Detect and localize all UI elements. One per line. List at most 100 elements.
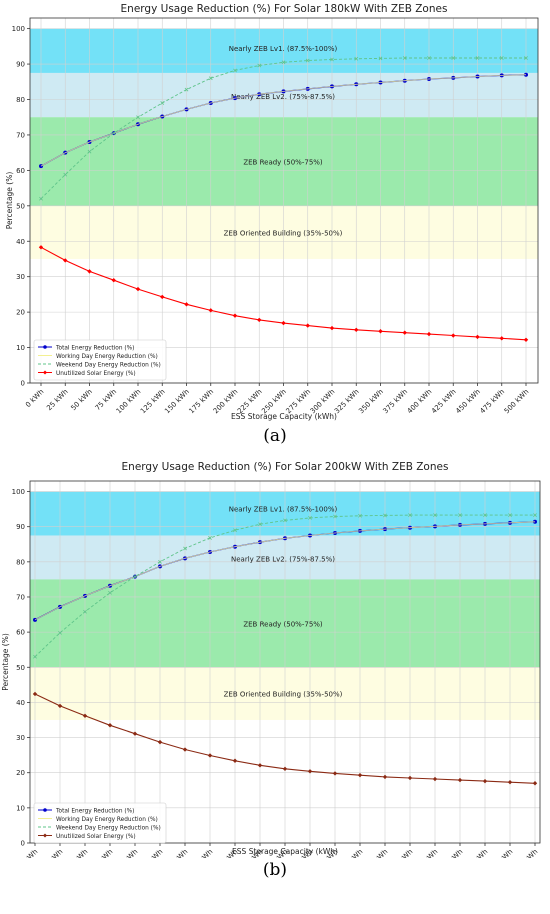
legend-marker	[43, 345, 47, 349]
data-point	[208, 308, 213, 313]
data-point	[63, 258, 68, 263]
data-point	[475, 56, 480, 60]
y-tick-label: 70	[16, 131, 25, 139]
data-point	[83, 609, 87, 614]
data-point	[132, 731, 138, 736]
y-tick-label: 40	[16, 699, 25, 707]
x-tick-label: 325 kWh	[337, 848, 365, 858]
y-tick-label: 0	[21, 840, 25, 848]
x-tick-label: 400 kWh	[412, 848, 440, 858]
y-tick-label: 100	[12, 488, 25, 496]
zone-label: Nearly ZEB Lv2. (75%-87.5%)	[231, 93, 335, 101]
y-tick-label: 20	[16, 309, 25, 317]
y-tick-label: 90	[16, 523, 25, 531]
data-point	[182, 747, 188, 752]
zone-label: ZEB Ready (50%-75%)	[243, 620, 323, 628]
data-point	[184, 87, 189, 92]
data-point	[426, 331, 432, 337]
legend-marker	[43, 833, 47, 838]
data-point	[458, 513, 462, 517]
plot-frame	[29, 17, 539, 384]
x-tick-label: 400 kWh	[406, 388, 434, 416]
data-point	[184, 302, 189, 307]
data-point	[427, 56, 431, 60]
legend-marker	[43, 808, 47, 812]
data-point	[232, 313, 238, 318]
y-tick-label: 10	[16, 344, 25, 352]
data-point	[257, 763, 263, 768]
x-tick-label: 475 kWh	[487, 848, 515, 858]
legend-label: Weekend Day Energy Reduction (%)	[56, 362, 161, 368]
x-tick-label: 150 kWh	[162, 848, 190, 858]
x-tick-label: 175 kWh	[187, 848, 215, 858]
data-point	[158, 559, 162, 564]
zone-label: Nearly ZEB Lv1. (87.5%-100%)	[229, 506, 338, 514]
data-point	[107, 723, 113, 728]
x-tick-label: 500 kWh	[503, 388, 531, 416]
data-point	[38, 245, 44, 250]
data-point	[408, 513, 412, 517]
data-point	[383, 513, 387, 518]
data-point	[282, 766, 288, 772]
data-point	[499, 336, 504, 341]
chart-a: Energy Usage Reduction (%) For Solar 180…	[5, 3, 539, 421]
x-tick-label: 175 kWh	[188, 388, 216, 416]
data-point	[305, 58, 310, 63]
data-point	[482, 778, 488, 784]
legend-box	[33, 802, 167, 844]
data-point	[160, 294, 165, 300]
data-point	[39, 164, 43, 169]
data-point	[157, 739, 163, 745]
data-point	[533, 519, 537, 524]
data-point	[258, 522, 262, 527]
data-point	[281, 320, 286, 326]
x-tick-label: 425 kWh	[430, 388, 458, 416]
data-point	[257, 317, 262, 323]
y-tick-label: 50	[16, 202, 25, 210]
data-point	[378, 329, 383, 334]
x-tick-label: 100 kWh	[115, 388, 143, 416]
data-point	[32, 691, 38, 697]
x-tick-label: 0 kWh	[24, 388, 45, 409]
data-point	[354, 327, 359, 333]
data-point	[508, 513, 512, 517]
data-point	[33, 617, 37, 622]
chart-b: Energy Usage Reduction (%) For Solar 200…	[1, 461, 541, 858]
x-tick-label: 475 kWh	[479, 388, 507, 416]
x-tick-label: 375 kWh	[382, 388, 410, 416]
data-point	[281, 60, 286, 65]
data-point	[407, 775, 413, 781]
data-point	[378, 56, 383, 61]
data-point	[183, 546, 187, 551]
series-line	[34, 521, 536, 621]
data-point	[233, 528, 237, 533]
data-point	[329, 325, 335, 331]
plot-frame	[29, 480, 541, 844]
zone-label: ZEB Ready (50%-75%)	[243, 159, 323, 167]
data-point	[136, 115, 140, 120]
data-point	[432, 776, 438, 782]
y-tick-label: 60	[16, 629, 25, 637]
y-tick-label: 60	[16, 167, 25, 175]
data-point	[524, 72, 528, 77]
x-tick-label: 100 kWh	[112, 848, 140, 858]
data-point	[63, 172, 68, 177]
data-point	[523, 337, 529, 342]
y-tick-label: 20	[16, 769, 25, 777]
data-point	[108, 590, 112, 595]
data-point	[111, 278, 116, 283]
x-tick-label: 125 kWh	[137, 848, 165, 858]
data-point	[354, 56, 359, 61]
chart-title: Energy Usage Reduction (%) For Solar 200…	[122, 461, 449, 473]
data-point	[111, 131, 116, 136]
zone-label: Nearly ZEB Lv1. (87.5%-100%)	[229, 45, 338, 53]
x-tick-label: 125 kWh	[139, 388, 167, 416]
data-point	[402, 330, 407, 335]
x-tick-label: 350 kWh	[362, 848, 390, 858]
data-point	[451, 333, 456, 338]
data-point	[330, 57, 334, 62]
data-point	[451, 56, 456, 60]
x-tick-label: 325 kWh	[333, 388, 361, 416]
y-tick-label: 100	[12, 25, 25, 33]
data-point	[208, 536, 212, 540]
